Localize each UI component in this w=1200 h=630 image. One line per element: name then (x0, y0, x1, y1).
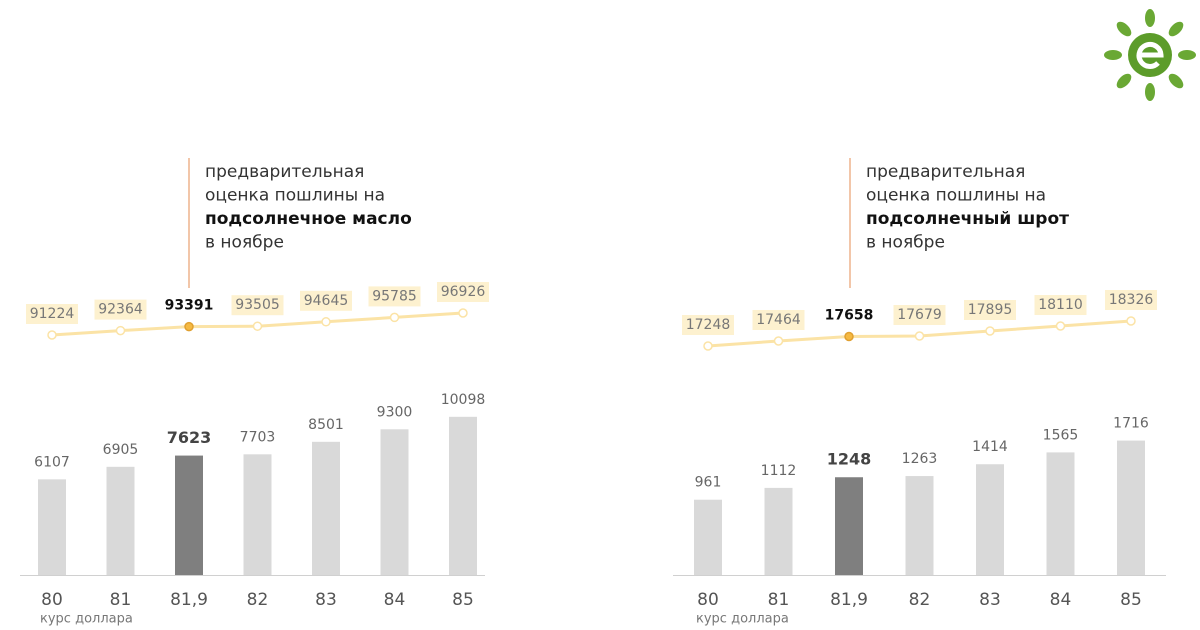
bar (976, 464, 1004, 575)
bar (1046, 452, 1075, 575)
price-label: 17248 (686, 317, 731, 333)
bar (175, 455, 203, 575)
price-label: 93505 (235, 297, 280, 313)
x-tick-label: 80 (697, 590, 719, 610)
x-axis-label: курс доллара (40, 612, 133, 627)
price-label: 18110 (1038, 297, 1083, 313)
bar (764, 487, 793, 575)
price-label-box (368, 286, 421, 307)
bar (905, 476, 934, 575)
price-label-box (1034, 295, 1087, 316)
price-label: 17679 (897, 307, 942, 323)
logo (1104, 9, 1196, 101)
value-label: 1414 (972, 439, 1008, 455)
x-tick-label: 81 (110, 590, 132, 610)
price-dot (389, 312, 400, 323)
price-dot (252, 321, 263, 331)
annotation-text: подсолнечный шрот (866, 209, 1069, 229)
price-label-box (1105, 290, 1157, 310)
x-tick-label: 80 (41, 590, 63, 610)
price-label: 18326 (1109, 292, 1154, 308)
bar (694, 499, 722, 575)
price-dot (1126, 316, 1136, 326)
price-dot (1055, 321, 1066, 331)
price-label-box (300, 290, 352, 311)
price-label: 93391 (165, 298, 214, 314)
x-tick-label: 83 (979, 590, 1001, 610)
x-axis-label: курс доллара (696, 612, 789, 627)
annotation-text: оценка пошлины на (866, 186, 1046, 206)
annotation-text: оценка пошлины на (205, 186, 385, 206)
value-label: 7623 (167, 428, 212, 447)
price-dot (985, 326, 995, 336)
price-dot (844, 331, 854, 342)
x-tick-label: 82 (909, 590, 931, 610)
value-label: 1112 (761, 463, 797, 479)
value-label: 1716 (1113, 416, 1149, 432)
price-dot (458, 308, 468, 318)
price-label-box (231, 295, 284, 316)
x-tick-label: 85 (1120, 590, 1142, 610)
price-label: 95785 (372, 288, 417, 304)
bar (106, 466, 135, 575)
bar (312, 441, 340, 575)
price-dot (47, 330, 57, 340)
price-label-box (26, 304, 78, 324)
price-label: 17658 (825, 307, 874, 323)
annotation-text: в ноябре (205, 233, 284, 253)
price-dot (703, 341, 713, 351)
price-label-box (682, 315, 734, 335)
x-tick-label: 84 (384, 590, 406, 610)
bar (38, 479, 66, 575)
bar (1117, 440, 1145, 575)
annotation-text: предварительная (205, 162, 364, 182)
bar (380, 429, 409, 575)
annotation-text: подсолнечное масло (205, 209, 412, 229)
price-dot (321, 317, 331, 327)
price-dot (773, 336, 784, 346)
price-dot (184, 321, 194, 332)
value-label: 7703 (240, 429, 276, 445)
value-label: 1565 (1043, 427, 1079, 443)
price-dot (914, 331, 925, 341)
price-label-box (94, 299, 147, 320)
value-label: 8501 (308, 417, 344, 433)
value-label: 1263 (902, 451, 938, 467)
price-label: 94645 (304, 293, 349, 309)
x-tick-label: 82 (247, 590, 269, 610)
x-tick-label: 85 (452, 590, 474, 610)
price-label-box (893, 305, 946, 326)
x-tick-label: 81,9 (830, 590, 868, 610)
x-tick-label: 81,9 (170, 590, 208, 610)
price-label-box (823, 305, 875, 326)
price-dot (115, 325, 126, 336)
price-label-box (752, 309, 805, 330)
annotation-text: предварительная (866, 162, 1025, 182)
value-label: 9300 (377, 404, 413, 420)
annotation-text: в ноябре (866, 233, 945, 253)
x-tick-label: 83 (315, 590, 337, 610)
bar (835, 477, 863, 575)
x-tick-label: 81 (768, 590, 790, 610)
price-label: 91224 (30, 306, 75, 322)
bar (243, 454, 272, 575)
price-label: 96926 (441, 284, 486, 300)
bar (449, 416, 477, 575)
price-label-box (964, 299, 1016, 320)
price-label: 17464 (756, 312, 801, 328)
price-label: 92364 (98, 302, 143, 318)
value-label: 961 (695, 475, 722, 491)
price-label-box (437, 282, 489, 302)
value-label: 6107 (34, 454, 70, 470)
value-label: 10098 (441, 392, 486, 408)
x-tick-label: 84 (1050, 590, 1072, 610)
value-label: 6905 (103, 442, 139, 458)
price-label-box (163, 295, 215, 316)
price-label: 17895 (968, 302, 1013, 318)
value-label: 1248 (827, 450, 872, 469)
